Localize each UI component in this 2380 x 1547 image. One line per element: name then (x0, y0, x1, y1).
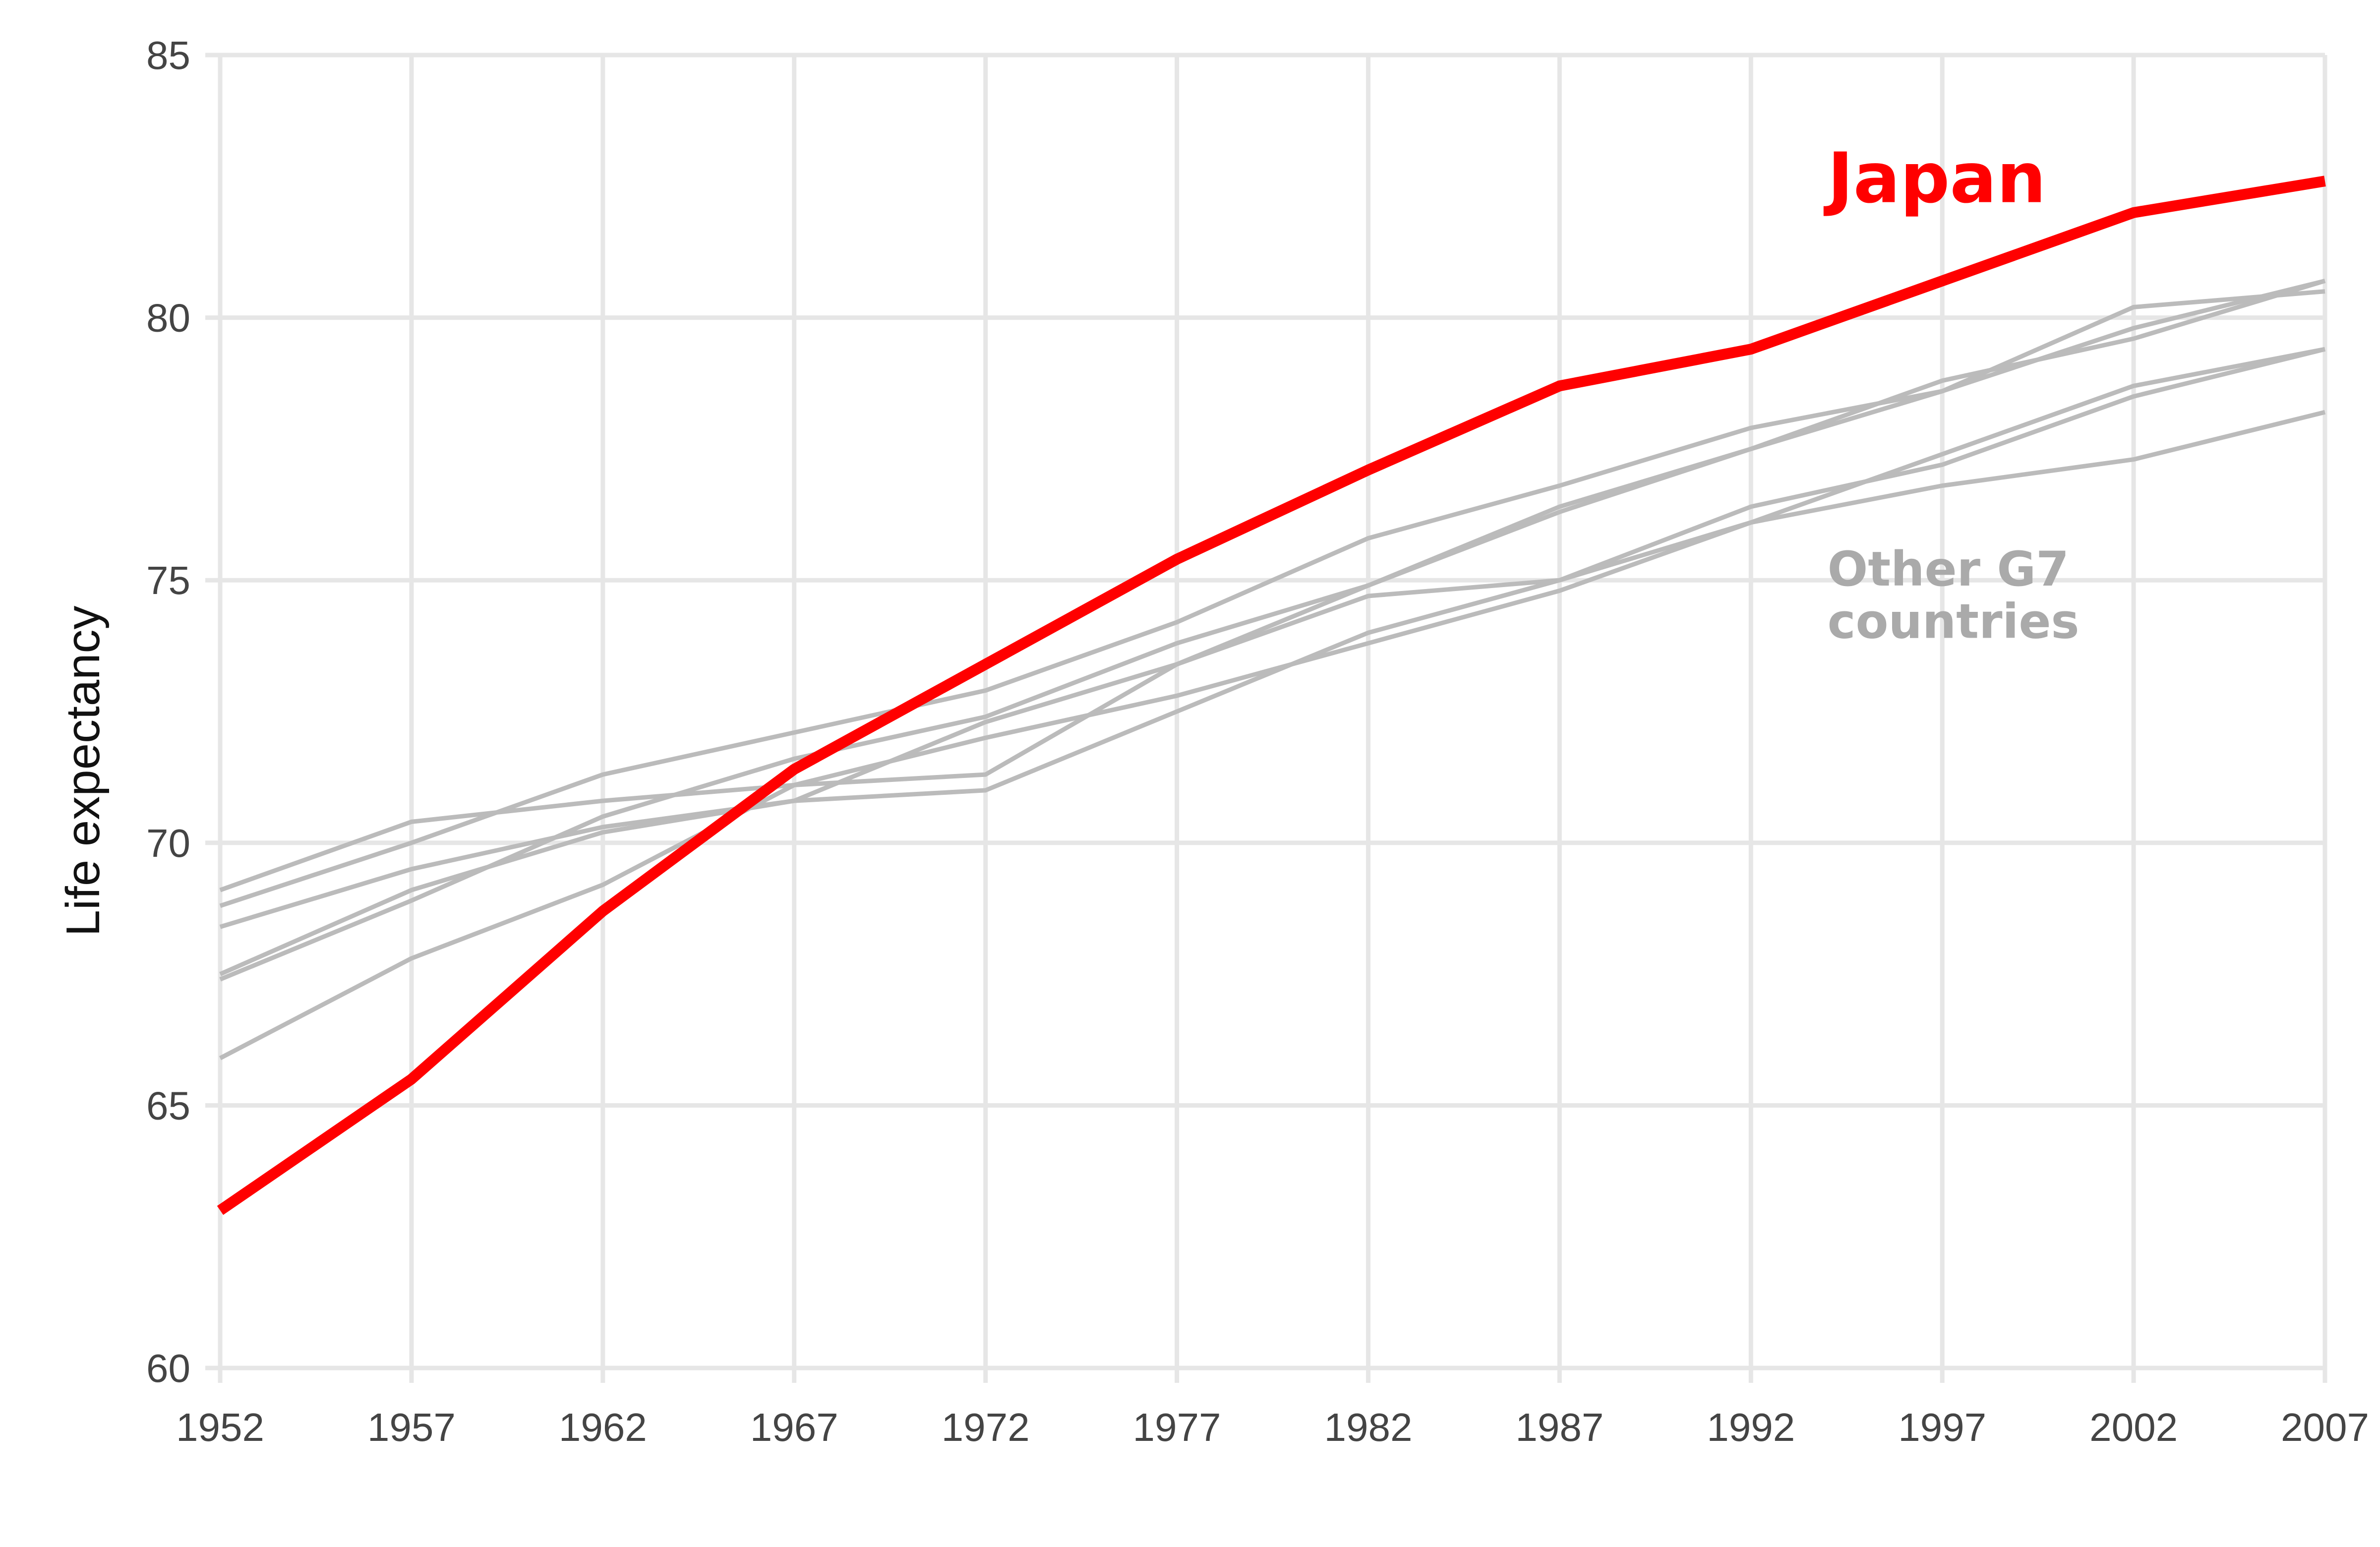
other-g7-label: countries (1828, 594, 2080, 650)
g7-series-line (219, 347, 2326, 892)
tick-labels: 1952 1957 1962 1967 1972 1977 1982 1987 1992 1997… (146, 33, 2369, 1449)
g7-series-line (219, 289, 2325, 929)
g7-series-line (219, 410, 2326, 1061)
japan-label: Japan (1824, 138, 2046, 219)
x-tick-label: 1972 (942, 1405, 1030, 1449)
x-tick-label: 1952 (176, 1405, 264, 1449)
x-tick-label: 1967 (750, 1405, 838, 1449)
other-g7-label: Other G7 (1828, 541, 2069, 597)
x-tick-label: 1977 (1133, 1405, 1221, 1449)
x-tick-label: 1992 (1707, 1405, 1795, 1449)
x-tick-label: 1997 (1898, 1405, 1986, 1449)
series-lines (217, 176, 2326, 1215)
y-tick-label: 65 (146, 1083, 190, 1128)
gridlines (205, 53, 2327, 1383)
g7-series-line (219, 279, 2326, 908)
y-tick-label: 60 (146, 1346, 190, 1390)
y-axis-label: Life expectancy (57, 605, 110, 936)
x-tick-label: 2007 (2281, 1405, 2369, 1449)
x-tick-label: 1982 (1324, 1405, 1412, 1449)
x-tick-label: 2002 (2089, 1405, 2178, 1449)
x-tick-label: 1987 (1515, 1405, 1604, 1449)
x-tick-label: 1957 (367, 1405, 456, 1449)
japan-series-line (217, 176, 2326, 1215)
x-tick-label: 1962 (559, 1405, 647, 1449)
y-tick-label: 85 (146, 33, 190, 77)
y-tick-label: 80 (146, 296, 190, 340)
y-tick-label: 70 (146, 821, 190, 865)
g7-series-line (219, 347, 2325, 976)
y-tick-label: 75 (146, 558, 190, 602)
g7-series-line (219, 279, 2326, 982)
